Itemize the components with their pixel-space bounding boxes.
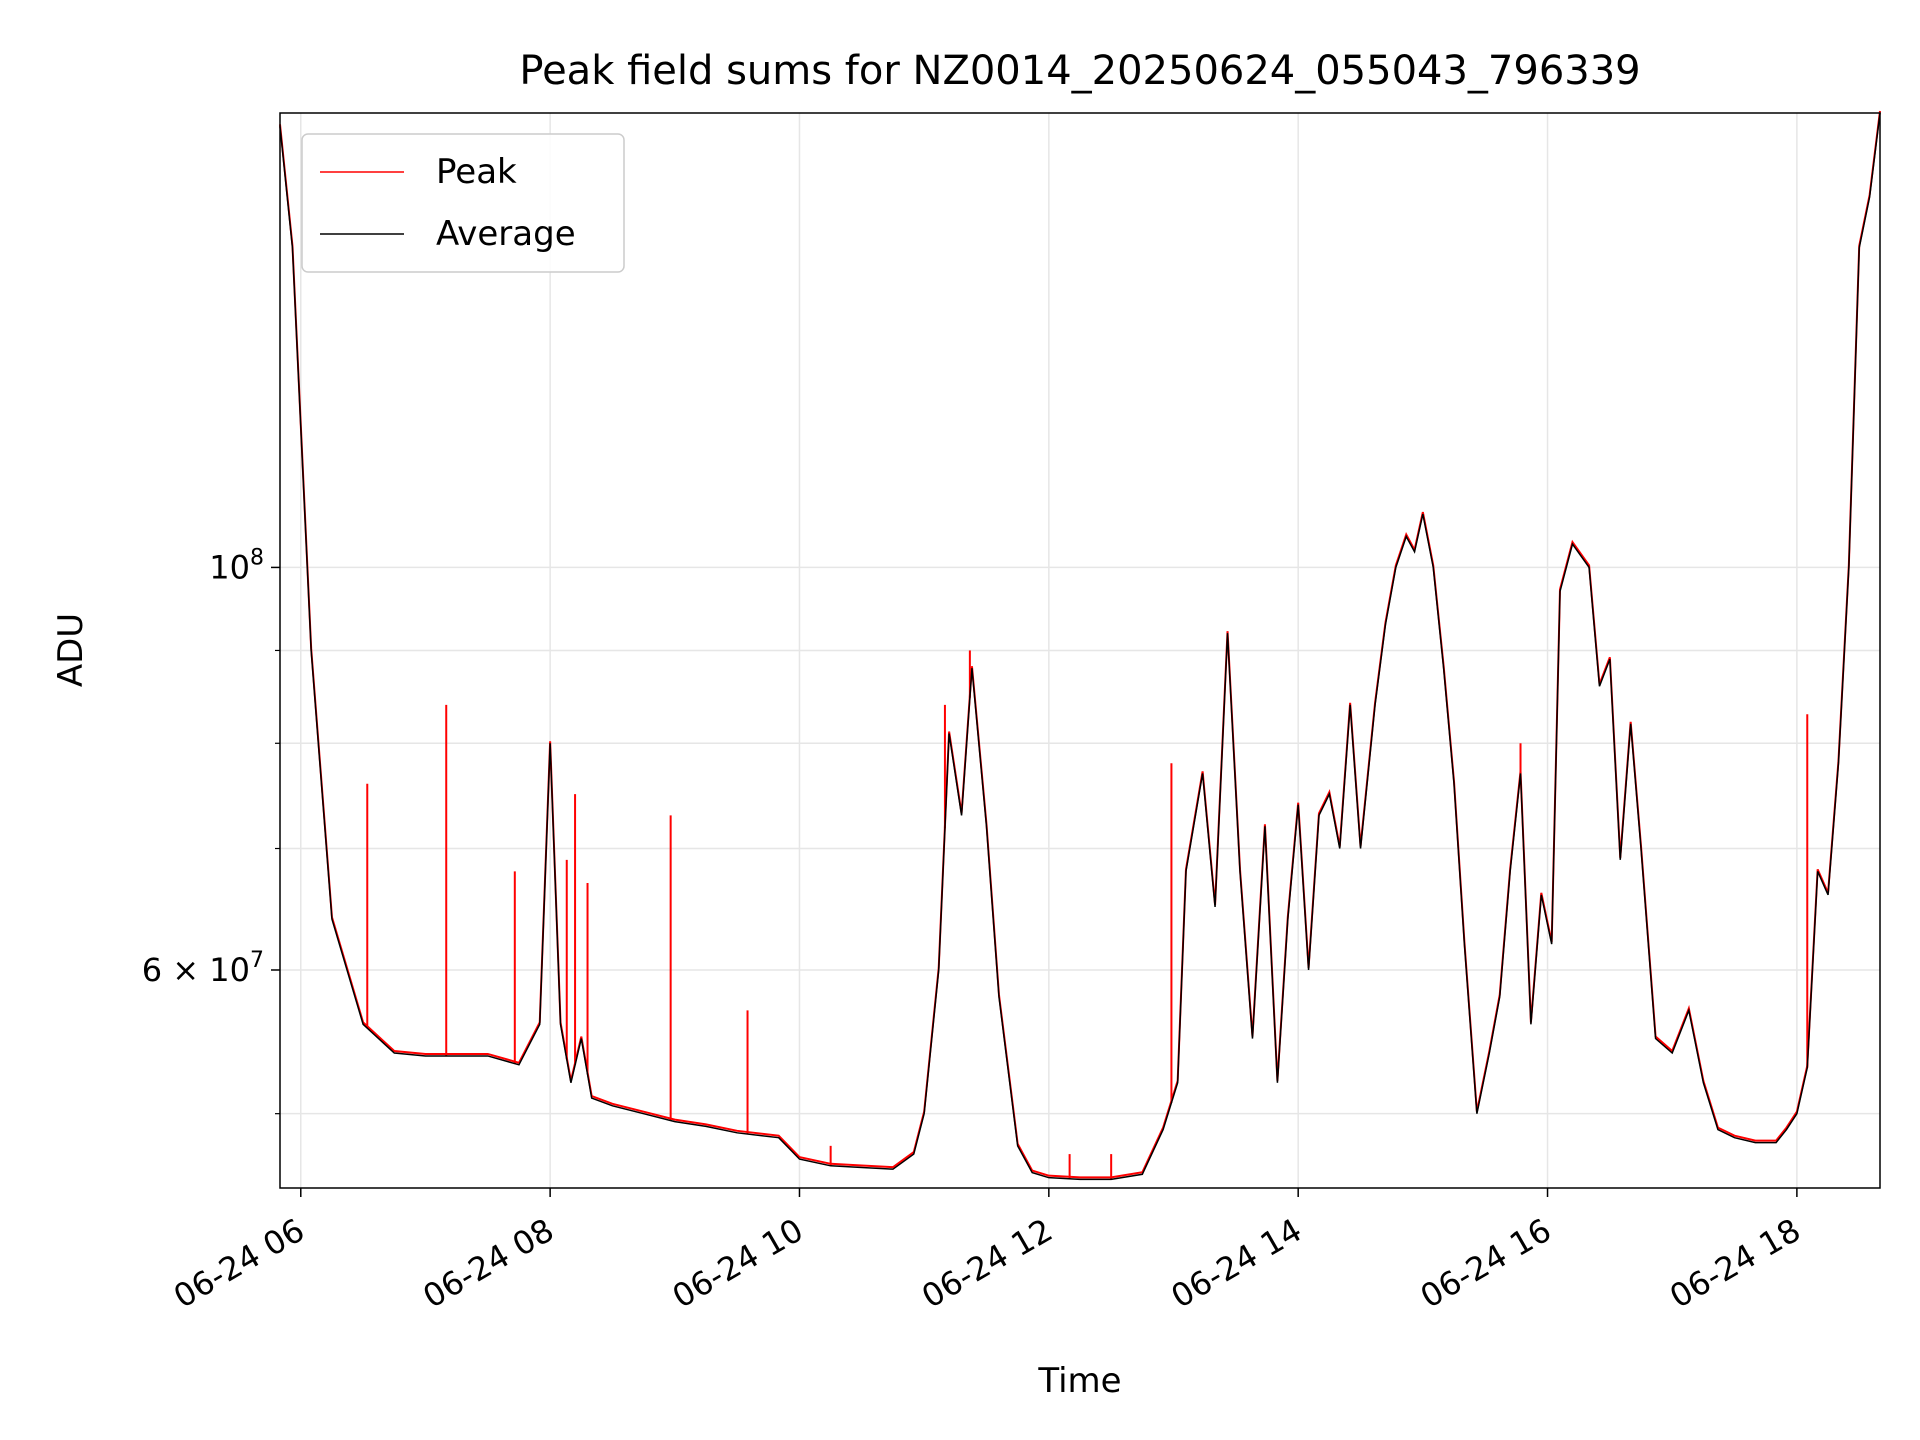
series-layer xyxy=(279,110,1881,1181)
series-average-line xyxy=(279,112,1881,1181)
y-tick-label: 108 xyxy=(209,545,264,586)
x-axis-label: Time xyxy=(1037,1361,1121,1401)
legend-label-average: Average xyxy=(436,214,576,254)
legend: Peak Average xyxy=(301,133,625,273)
y-tick-label: 6 × 107 xyxy=(142,948,264,989)
legend-label-peak: Peak xyxy=(436,152,517,192)
grid xyxy=(280,113,1880,1188)
y-axis-label: ADU xyxy=(51,613,91,687)
legend-box xyxy=(301,133,625,273)
y-axis: 108 6 × 107 xyxy=(142,545,280,1115)
chart-title: Peak field sums for NZ0014_20250624_0550… xyxy=(519,48,1640,94)
